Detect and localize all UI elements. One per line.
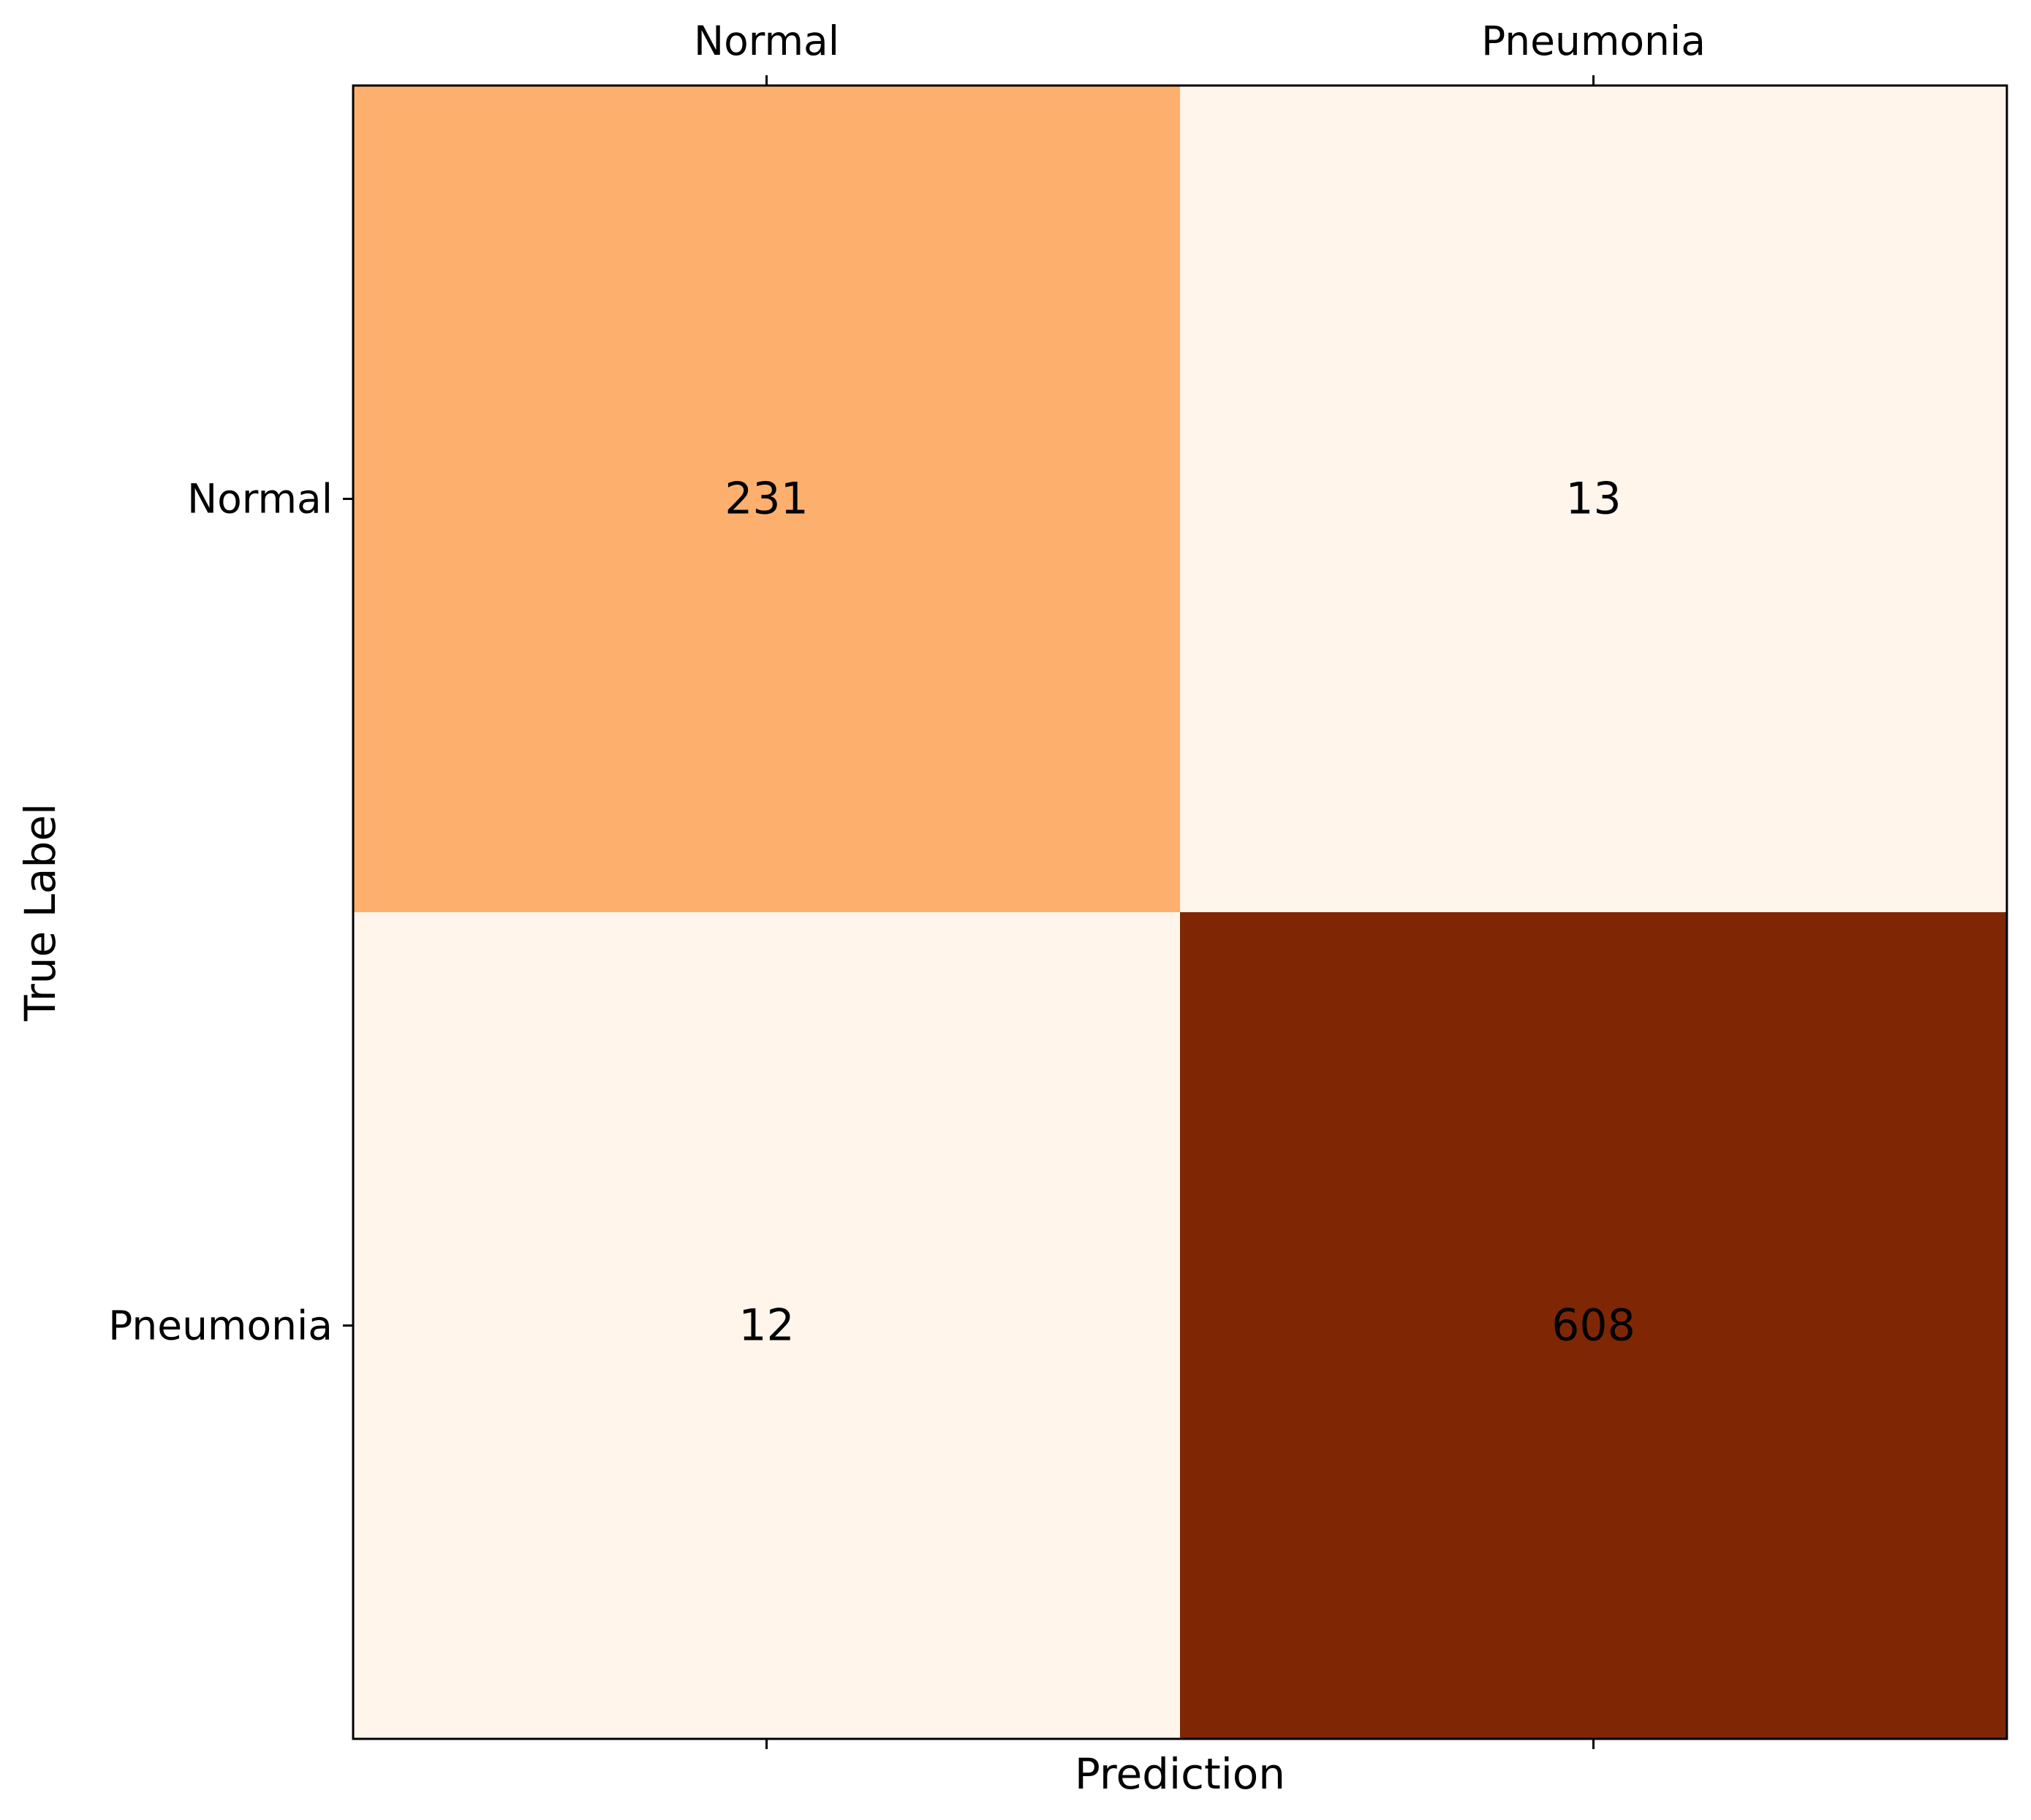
cell-value-label: 13 [1565, 474, 1621, 525]
heatmap-cells: 231 13 12 608 [353, 86, 2007, 1739]
heatmap-cell [353, 86, 1180, 912]
x-tick-label: Pneumonia [1481, 18, 1706, 64]
heatmap-cell [1180, 86, 2007, 912]
y-tick-label: Pneumonia [108, 1303, 333, 1349]
cell-value-label: 608 [1551, 1300, 1635, 1351]
x-axis-label: Prediction [1075, 1749, 1285, 1799]
heatmap-cell [353, 912, 1180, 1739]
y-axis-label: True Label [15, 803, 65, 1022]
y-tick-label: Normal [187, 476, 333, 523]
heatmap-cell [1180, 912, 2007, 1739]
axis-ticks: Normal Pneumonia Normal Pneumonia [108, 18, 1706, 1749]
plot-frame [352, 84, 2008, 1740]
cell-value-label: 231 [725, 474, 809, 525]
x-tick-label: Normal [694, 18, 839, 64]
cell-value-label: 12 [738, 1300, 794, 1351]
